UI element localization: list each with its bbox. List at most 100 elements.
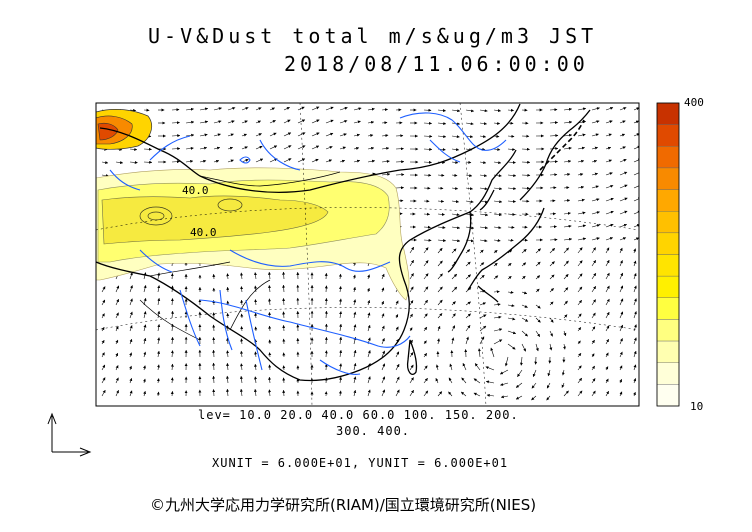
- wind-arrow: [255, 107, 262, 111]
- wind-arrow: [297, 158, 306, 163]
- wind-arrow: [451, 239, 461, 243]
- wind-arrow: [423, 121, 432, 125]
- wind-arrow: [226, 375, 229, 384]
- wind-arrow: [493, 147, 501, 151]
- wind-arrow: [240, 313, 244, 319]
- wind-arrow: [101, 364, 106, 371]
- wind-arrow: [129, 325, 133, 332]
- wind-arrow: [423, 247, 429, 254]
- wind-arrow: [129, 311, 133, 319]
- wind-arrow: [619, 272, 623, 280]
- wind-arrow: [605, 366, 609, 371]
- wind-arrow: [605, 146, 612, 150]
- wind-arrow: [500, 382, 509, 386]
- wind-arrow: [479, 239, 488, 243]
- wind-arrow: [437, 325, 441, 332]
- wind-arrow: [171, 121, 180, 125]
- wind-arrow: [115, 326, 119, 332]
- wind-arrow: [449, 363, 453, 371]
- wind-arrow: [129, 352, 133, 358]
- wind-arrow: [577, 173, 584, 176]
- wind-arrow: [549, 173, 558, 177]
- wind-arrow: [633, 378, 637, 384]
- wind-arrow: [605, 352, 609, 358]
- wind-arrow: [254, 351, 258, 358]
- wind-arrow: [473, 392, 481, 397]
- wind-arrow: [507, 343, 516, 350]
- wind-arrow: [115, 312, 119, 319]
- wind-arrow: [423, 377, 428, 384]
- wind-arrow: [212, 362, 216, 371]
- wind-arrow: [171, 108, 180, 112]
- wind-arrow: [324, 298, 328, 306]
- wind-arrow: [619, 379, 622, 384]
- wind-arrow: [605, 338, 609, 345]
- wind-arrow: [605, 272, 610, 280]
- wind-arrow: [115, 390, 119, 397]
- wind-arrow: [448, 377, 453, 384]
- wind-arrow: [226, 388, 230, 397]
- wind-arrow: [101, 352, 105, 358]
- wind-arrow: [563, 107, 572, 111]
- wind-arrow: [268, 339, 272, 345]
- map-frame: [95, 102, 640, 407]
- wind-arrow: [479, 213, 489, 217]
- wind-arrow: [591, 260, 597, 267]
- wind-arrow: [367, 363, 371, 371]
- colorbar-segment: [656, 297, 680, 320]
- wind-arrow: [339, 146, 346, 150]
- wind-arrow: [353, 324, 357, 332]
- wind-arrow: [465, 160, 472, 164]
- wind-arrow: [395, 376, 400, 384]
- wind-arrow: [451, 200, 459, 204]
- wind-arrow: [465, 109, 475, 113]
- wind-arrow: [129, 160, 138, 164]
- wind-arrow: [409, 352, 414, 358]
- wind-arrow: [563, 133, 573, 137]
- wind-arrow: [465, 200, 474, 204]
- wind-arrow: [619, 133, 626, 137]
- wind-arrow: [591, 198, 600, 202]
- levels-line-2: 300. 400.: [336, 424, 411, 438]
- wind-arrow: [507, 160, 516, 164]
- wind-arrow: [549, 108, 558, 112]
- wind-arrow: [493, 187, 503, 191]
- wind-arrow: [591, 107, 600, 111]
- wind-arrow: [199, 120, 209, 124]
- wind-arrow: [339, 298, 342, 306]
- wind-arrow: [367, 376, 371, 384]
- wind-arrow: [451, 226, 461, 230]
- colorbar-segment: [656, 167, 680, 190]
- wind-arrow: [353, 376, 357, 384]
- wind-arrow: [353, 311, 357, 319]
- wind-arrow: [549, 160, 558, 164]
- wind-arrow: [381, 108, 388, 112]
- wind-arrow: [170, 363, 174, 371]
- map-datetime: 2018/08/11.06:00:00: [284, 52, 589, 76]
- wind-arrow: [239, 375, 243, 384]
- wind-arrow: [353, 107, 362, 111]
- wind-arrow: [577, 247, 583, 254]
- wind-arrow: [282, 377, 286, 384]
- wind-arrow: [353, 389, 357, 397]
- wind-arrow: [353, 299, 357, 306]
- wind-arrow: [381, 325, 385, 332]
- wind-arrow: [423, 299, 428, 306]
- wind-arrow: [633, 273, 637, 280]
- wind-arrow: [297, 119, 306, 124]
- wind-arrow: [269, 132, 277, 137]
- wind-arrow: [171, 134, 181, 138]
- wind-arrow: [633, 197, 639, 202]
- wind-arrow: [479, 314, 487, 319]
- wind-arrow: [268, 285, 272, 293]
- wind-arrow: [507, 147, 516, 151]
- wind-arrow: [395, 314, 399, 319]
- wind-arrow: [437, 122, 447, 126]
- wind-arrow: [283, 107, 290, 111]
- wind-arrow: [619, 247, 623, 254]
- wind-arrow: [532, 369, 537, 377]
- wind-arrow: [255, 145, 263, 150]
- wind-arrow: [462, 363, 467, 371]
- wind-arrow: [465, 249, 471, 254]
- colorbar-segment: [656, 124, 680, 147]
